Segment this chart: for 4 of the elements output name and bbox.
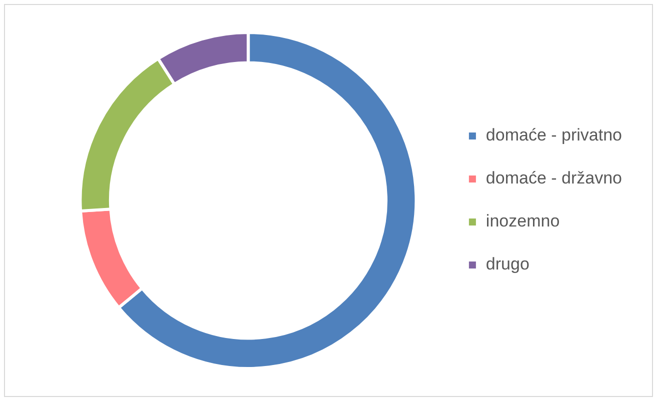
- legend-label: drugo: [486, 254, 530, 274]
- legend-label: domaće - privatno: [486, 126, 622, 145]
- legend-label: domaće - državno: [486, 168, 622, 188]
- legend-label: inozemno: [486, 212, 560, 231]
